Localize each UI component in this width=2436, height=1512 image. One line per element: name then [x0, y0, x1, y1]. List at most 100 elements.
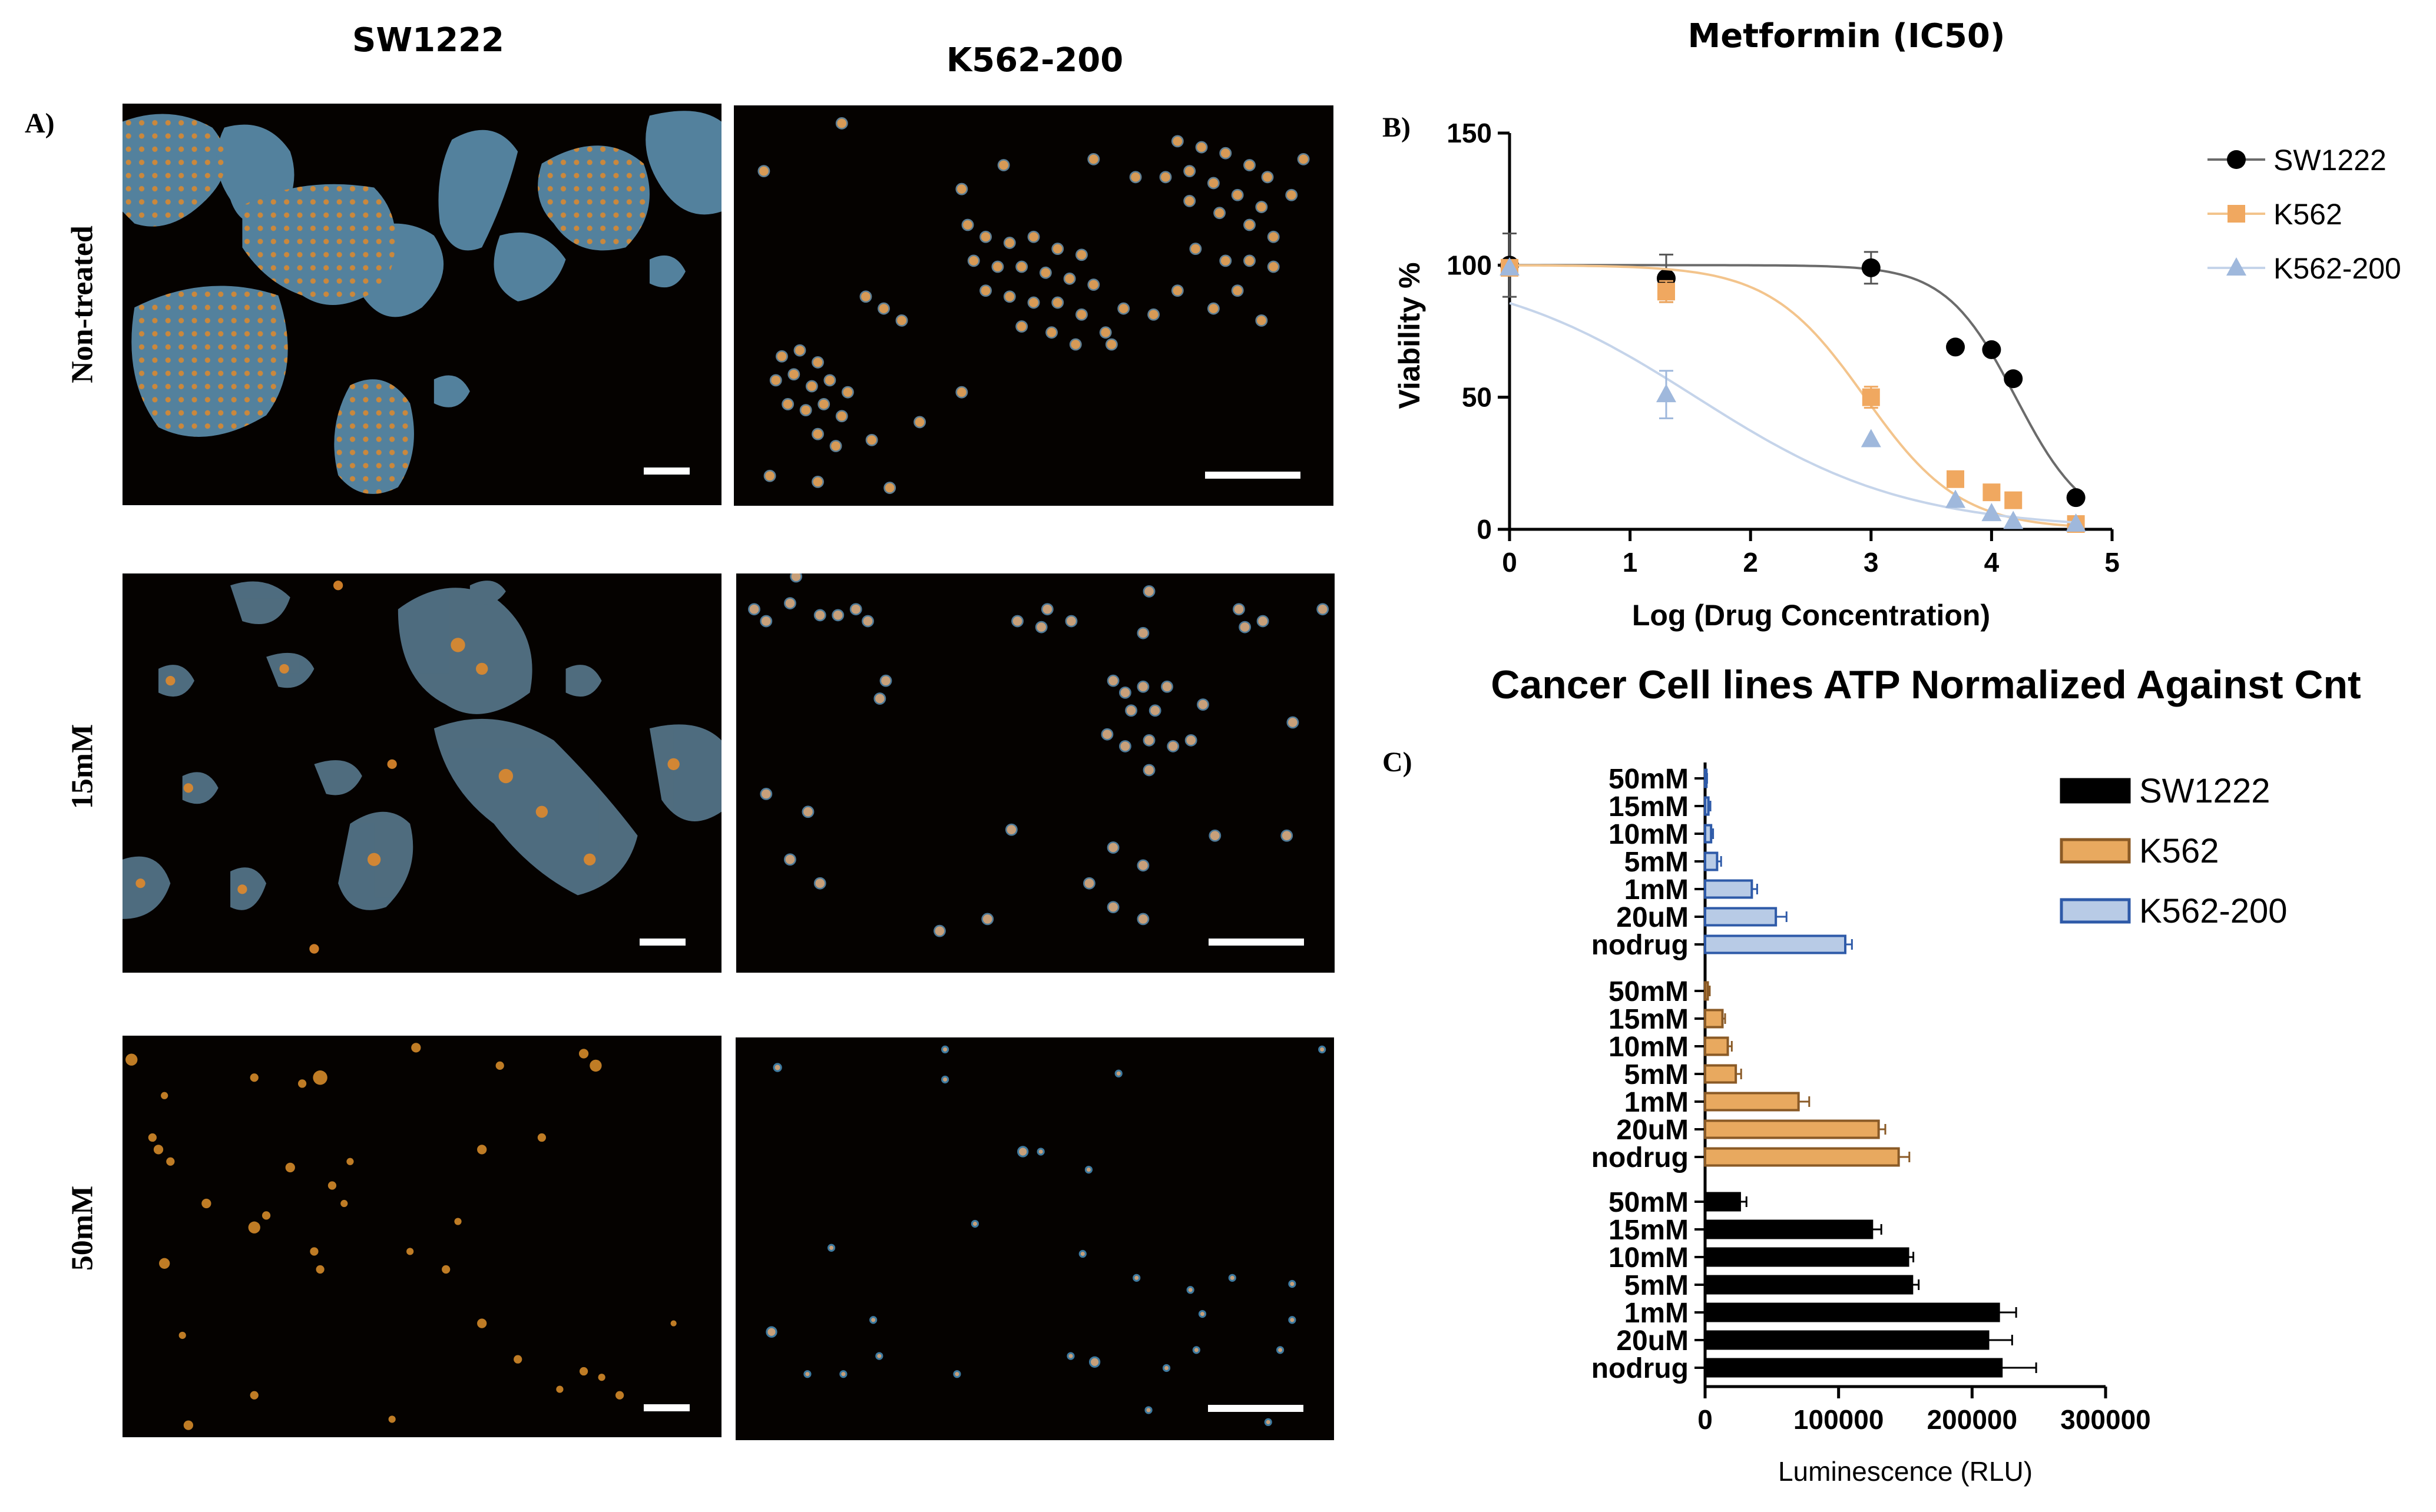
bar-k562-1mm — [1704, 1092, 1800, 1112]
category-label: 15mM — [1608, 1004, 1689, 1035]
data-point-sw1222 — [2066, 488, 2086, 508]
category-label: 1mM — [1624, 1298, 1689, 1329]
data-point-k562 — [1862, 388, 1880, 406]
bar-k562-200-5mm — [1704, 851, 1719, 871]
bar-sw1222-1mm — [1704, 1302, 2000, 1322]
x-tick-label: 100000 — [1793, 1404, 1884, 1435]
scale-bar — [1205, 472, 1300, 479]
fit-curve-k562-200 — [1509, 301, 2076, 524]
category-label: 5mM — [1624, 1059, 1689, 1090]
scale-bar — [640, 939, 686, 946]
category-label: 10mM — [1608, 1032, 1689, 1063]
micrograph-sw1222-15mm-image — [123, 581, 721, 954]
category-label: 50mM — [1608, 764, 1689, 795]
micrograph-k562-200-50mm-image — [766, 1045, 1326, 1427]
legend-label: K562-200 — [2139, 892, 2288, 930]
y-axis-title: Viability % — [1393, 262, 1426, 409]
x-tick-label: 0 — [1502, 547, 1517, 578]
category-label: nodrug — [1591, 930, 1689, 961]
y-tick-label: 100 — [1447, 250, 1492, 280]
y-tick-label: 50 — [1462, 382, 1492, 413]
legend-label: K562 — [2139, 832, 2219, 870]
micrograph-k562-200-15mm-image — [748, 573, 1329, 937]
x-axis-title: Luminescence (RLU) — [1778, 1456, 2033, 1487]
legend-label: K562-200 — [2273, 252, 2401, 285]
bar-k562-200-10mm — [1704, 824, 1713, 844]
legend-swatch-sw1222 — [2060, 778, 2131, 804]
data-point-k562-200 — [2066, 513, 2086, 532]
bar-k562-200-nodrug — [1704, 934, 1846, 954]
chart-b-title: Metformin (IC50) — [1688, 17, 2005, 55]
data-point-k562-200 — [1861, 429, 1881, 447]
legend-label: SW1222 — [2139, 772, 2270, 810]
bar-k562-15mm — [1704, 1009, 1724, 1029]
bar-sw1222-10mm — [1704, 1247, 1909, 1267]
legend-marker-sw1222 — [2227, 150, 2246, 169]
micrograph-k562-200-non-treated-image — [757, 117, 1310, 494]
scale-bar — [1209, 939, 1304, 946]
chart-c-title: Cancer Cell lines ATP Normalized Against… — [1491, 662, 2361, 707]
data-point-sw1222 — [2004, 369, 2023, 389]
y-tick-label: 0 — [1477, 514, 1492, 545]
category-label: 10mM — [1608, 1242, 1689, 1274]
x-axis-title: Log (Drug Concentration) — [1632, 599, 1990, 632]
data-point-sw1222 — [1946, 337, 1965, 357]
data-point-k562-200 — [1656, 384, 1676, 403]
category-label: 50mM — [1608, 1187, 1689, 1218]
category-label: 20uM — [1616, 902, 1689, 933]
x-tick-label: 2 — [1743, 547, 1758, 578]
fit-curve-sw1222 — [1510, 264, 2077, 490]
bar-k562-10mm — [1704, 1036, 1729, 1056]
bar-k562-nodrug — [1704, 1147, 1900, 1167]
x-tick-label: 300000 — [2060, 1404, 2151, 1435]
data-point-sw1222 — [1982, 340, 2001, 359]
data-point-k562-200 — [2003, 510, 2024, 529]
legend-marker-k562 — [2228, 205, 2245, 223]
x-tick-label: 3 — [1864, 547, 1879, 578]
fit-curve-k562 — [1510, 264, 2076, 528]
panel-c-label: C) — [1382, 747, 1412, 778]
bar-sw1222-nodrug — [1704, 1358, 2003, 1378]
data-point-sw1222 — [1861, 258, 1881, 277]
micrograph-sw1222-15mm — [123, 573, 721, 973]
data-point-k562 — [1947, 470, 1965, 488]
micrograph-k562-200-50mm — [736, 1037, 1334, 1440]
bar-sw1222-15mm — [1704, 1219, 1874, 1239]
legend-label: K562 — [2273, 198, 2342, 231]
legend-label: SW1222 — [2273, 144, 2387, 177]
category-label: 20uM — [1616, 1325, 1689, 1357]
micrograph-k562-200-non-treated — [734, 105, 1333, 506]
x-tick-label: 0 — [1697, 1404, 1713, 1435]
bar-sw1222-20um — [1704, 1330, 1990, 1350]
category-label: nodrug — [1591, 1353, 1689, 1384]
bar-sw1222-50mm — [1704, 1192, 1741, 1212]
data-point-k562 — [2004, 491, 2023, 509]
category-label: 15mM — [1608, 1215, 1689, 1246]
data-point-k562 — [1982, 483, 2001, 502]
micrograph-sw1222-50mm-image — [125, 1043, 677, 1430]
scale-bar — [1208, 1405, 1303, 1412]
micrograph-sw1222-50mm — [123, 1036, 721, 1437]
bar-k562-5mm — [1704, 1064, 1737, 1084]
category-label: 1mM — [1624, 1087, 1689, 1118]
category-label: 10mM — [1608, 819, 1689, 850]
category-label: nodrug — [1591, 1142, 1689, 1173]
bar-k562-200-20um — [1704, 907, 1778, 927]
category-label: 5mM — [1624, 847, 1689, 878]
x-tick-label: 4 — [1984, 547, 2000, 578]
x-tick-label: 5 — [2104, 547, 2120, 578]
scale-bar — [644, 1404, 690, 1411]
legend-swatch-k562-200 — [2060, 898, 2131, 924]
x-tick-label: 200000 — [1927, 1404, 2018, 1435]
scale-bar — [644, 467, 690, 475]
micrograph-sw1222-non-treated — [123, 104, 721, 505]
category-label: 50mM — [1608, 976, 1689, 1007]
data-point-k562-200 — [1945, 489, 1966, 508]
micrograph-k562-200-15mm — [736, 573, 1335, 973]
panel-b-label: B) — [1382, 112, 1411, 143]
y-tick-label: 150 — [1447, 118, 1492, 148]
legend-swatch-k562 — [2060, 838, 2131, 864]
bar-k562-20um — [1704, 1119, 1880, 1139]
column-title-sw1222: SW1222 — [352, 21, 504, 59]
